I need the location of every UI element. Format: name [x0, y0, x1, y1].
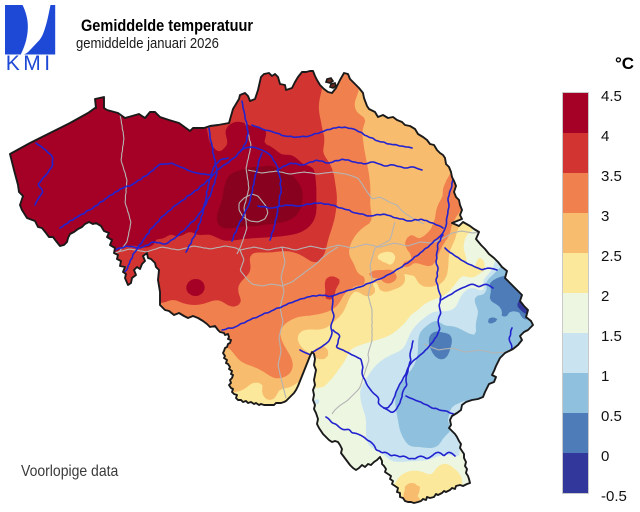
- svg-text:KMI: KMI: [6, 52, 54, 75]
